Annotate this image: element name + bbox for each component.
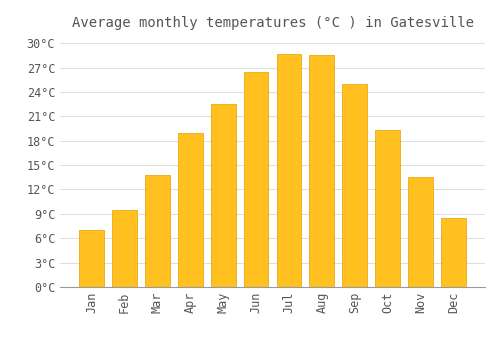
Bar xyxy=(178,133,203,287)
Bar xyxy=(145,175,170,287)
Title: Average monthly temperatures (°C ) in Gatesville: Average monthly temperatures (°C ) in Ga… xyxy=(72,16,473,30)
Bar xyxy=(310,55,334,287)
Bar xyxy=(342,84,367,287)
Bar xyxy=(441,218,466,287)
Bar xyxy=(112,210,137,287)
Bar xyxy=(276,54,301,287)
Bar xyxy=(408,177,433,287)
Bar xyxy=(376,130,400,287)
Bar xyxy=(80,230,104,287)
Bar xyxy=(211,104,236,287)
Bar xyxy=(244,72,268,287)
